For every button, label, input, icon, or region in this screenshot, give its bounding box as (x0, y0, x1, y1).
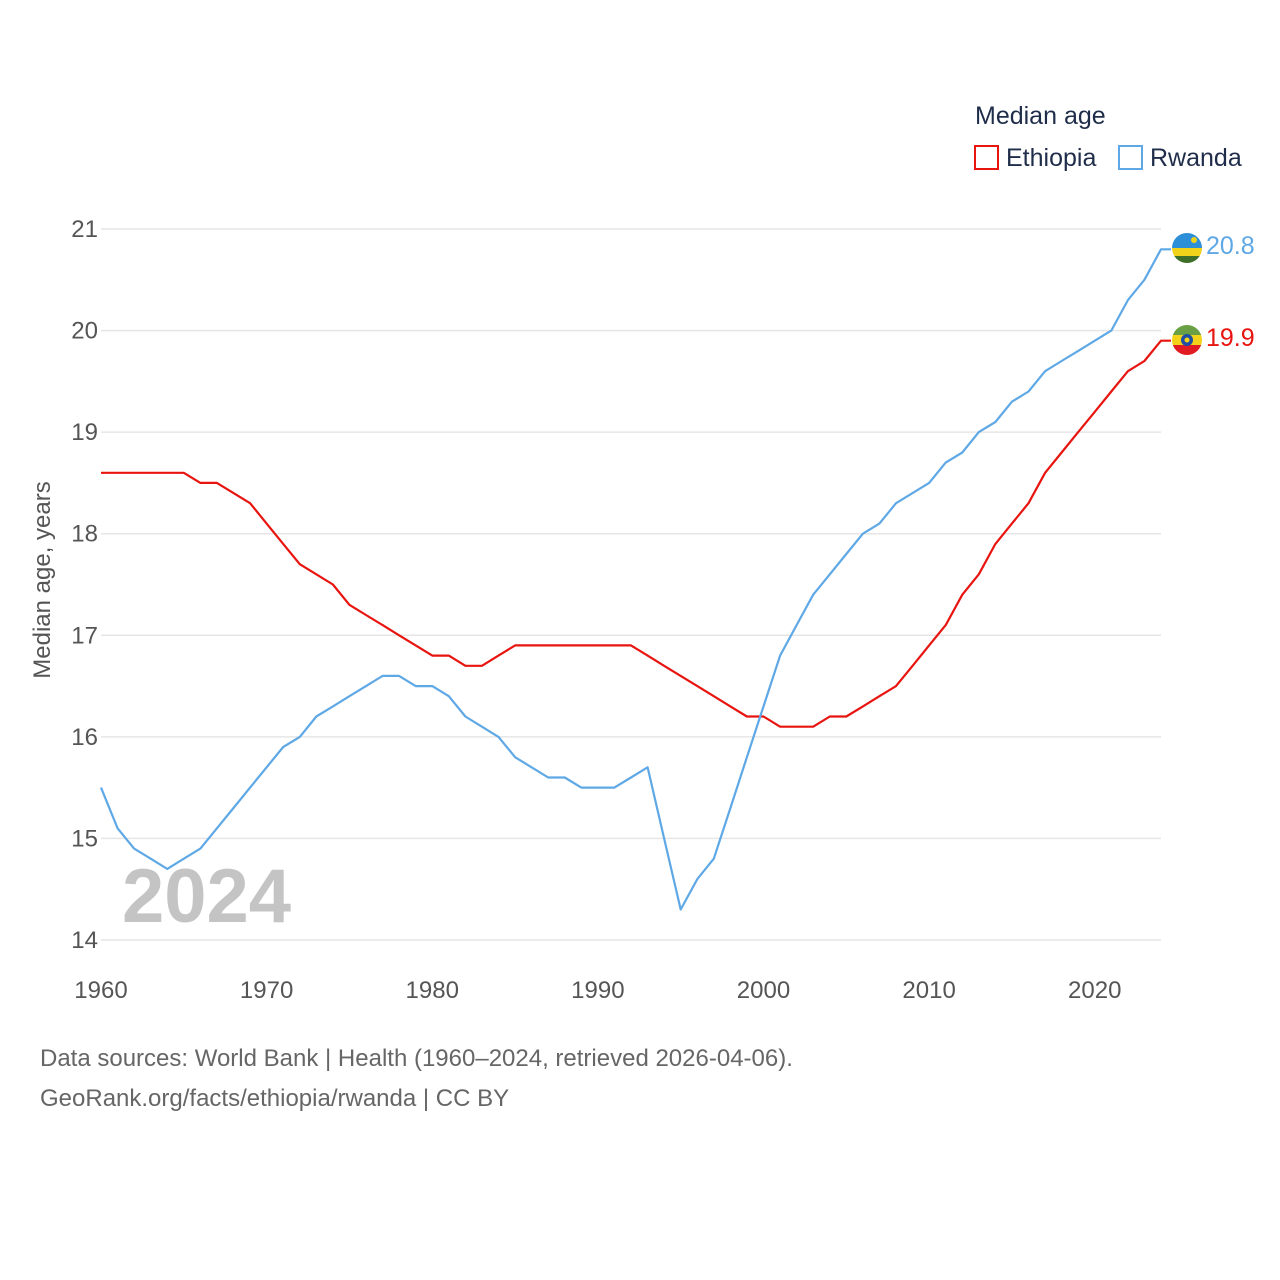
y-tick-label-21: 21 (71, 216, 98, 243)
y-tick-label-19: 19 (71, 419, 98, 446)
x-axis-ticks: 1960 1970 1980 1990 2000 2010 2020 (74, 977, 1121, 1004)
legend-title: Median age (975, 102, 1106, 130)
credit-link[interactable]: GeoRank.org/facts/ethiopia/rwanda | CC B… (40, 1085, 510, 1112)
source-text: Data sources: World Bank | Health (1960–… (40, 1045, 793, 1072)
current-year-label: 2024 (122, 854, 291, 939)
ethiopia-flag-icon (1172, 325, 1202, 355)
legend: Median age Ethiopia Rwanda (974, 102, 1242, 172)
legend-label-ethiopia[interactable]: Ethiopia (1006, 144, 1096, 172)
series-lines (99, 248, 1171, 911)
y-tick-label-20: 20 (71, 318, 98, 345)
y-tick-label-18: 18 (71, 521, 98, 548)
y-tick-label-16: 16 (71, 724, 98, 751)
x-tick-label-1970: 1970 (240, 977, 293, 1004)
x-tick-label-1960: 1960 (74, 977, 127, 1004)
y-tick-label-14: 14 (71, 927, 98, 954)
line-chart: 14 15 16 17 18 19 20 21 1960 1970 1980 1990 2000 201… (29, 102, 1255, 1004)
x-tick-label-2010: 2010 (902, 977, 955, 1004)
x-tick-label-2020: 2020 (1068, 977, 1121, 1004)
series-line-rwanda[interactable] (99, 248, 1171, 911)
legend-swatch-rwanda (1118, 145, 1143, 170)
end-value-label-rwanda: 20.8 (1206, 232, 1255, 260)
y-tick-label-15: 15 (71, 825, 98, 852)
x-tick-label-1980: 1980 (406, 977, 459, 1004)
x-tick-label-1990: 1990 (571, 977, 624, 1004)
y-tick-label-17: 17 (71, 622, 98, 649)
series-line-ethiopia[interactable] (101, 339, 1171, 728)
legend-swatch-ethiopia (974, 145, 999, 170)
x-tick-label-2000: 2000 (737, 977, 790, 1004)
end-value-label-ethiopia: 19.9 (1206, 324, 1255, 352)
y-axis-ticks: 14 15 16 17 18 19 20 21 (71, 216, 98, 954)
rwanda-flag-icon (1172, 233, 1202, 263)
grid-lines (101, 228, 1161, 941)
legend-label-rwanda[interactable]: Rwanda (1150, 144, 1242, 172)
y-axis-title: Median age, years (29, 481, 56, 678)
